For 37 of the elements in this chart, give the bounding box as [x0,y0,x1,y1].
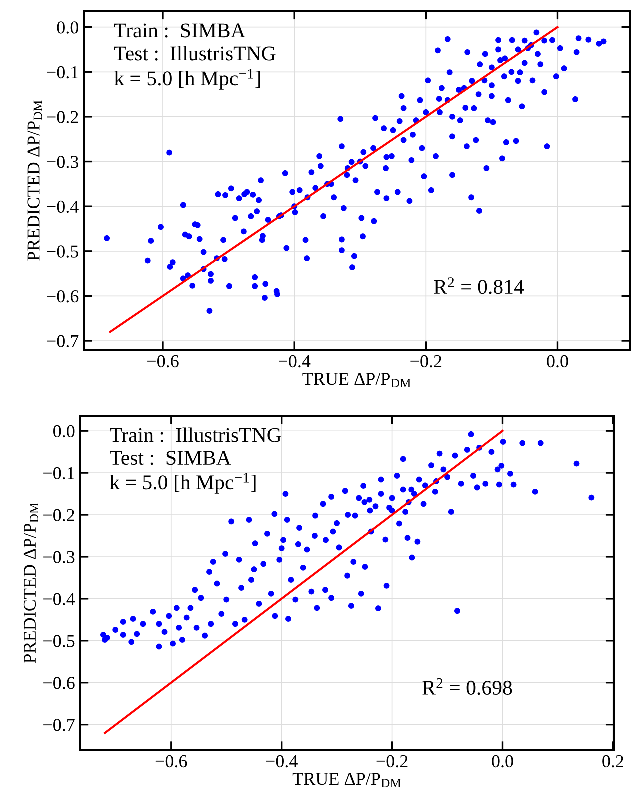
y-tick-label: −0.7 [47,335,79,348]
annotation: Train : IllustrisTNG [110,428,282,442]
annotation: Train : SIMBA [114,24,246,38]
y-axis-title: PREDICTED ΔP/P$_{DM}$ [28,100,42,261]
y-tick-label: −0.5 [44,635,75,648]
y-tick-label: −0.2 [44,509,74,522]
y-tick-label: 0.0 [57,22,79,34]
y-tick-label: −0.5 [47,246,78,258]
x-tick-label: −0.2 [410,355,442,368]
y-tick-label: −0.4 [47,200,79,214]
annotation: R$^{2}$ = 0.814 [434,278,524,294]
x-tick-label: −0.4 [266,755,298,768]
annotation: Test : IllustrisTNG [114,46,276,61]
y-tick-label: −0.6 [47,290,79,303]
annotation: R$^{2}$ = 0.698 [422,678,512,696]
x-tick-label: 0.2 [602,755,624,768]
y-tick-label: −0.7 [44,719,75,732]
y-tick-label: −0.3 [44,551,75,564]
annotation: k = 5.0 [h Mpc$^{−1}$] [110,473,256,494]
x-tick-label: 0.0 [547,355,568,368]
annotation: k = 5.0 [h Mpc$^{−1}$] [114,69,260,90]
annotation: Test : SIMBA [110,451,232,466]
x-axis-title: TRUE ΔP/P$_{DM}$ [302,373,411,388]
y-tick-label: −0.2 [47,111,78,124]
x-tick-label: −0.6 [148,355,179,368]
x-tick-label: 0.0 [492,755,514,768]
y-tick-label: −0.1 [47,66,78,79]
x-tick-label: −0.4 [279,355,311,368]
y-tick-label: −0.4 [44,593,76,606]
x-axis-title: TRUE ΔP/P$_{DM}$ [292,773,402,788]
x-tick-label: −0.2 [376,755,408,768]
y-axis-title: PREDICTED ΔP/P$_{DM}$ [24,503,38,664]
y-tick-label: −0.1 [44,467,74,480]
x-tick-label: −0.6 [156,755,188,768]
y-tick-label: −0.6 [44,677,75,690]
y-tick-label: 0.0 [54,425,75,438]
y-tick-label: −0.3 [47,156,78,168]
